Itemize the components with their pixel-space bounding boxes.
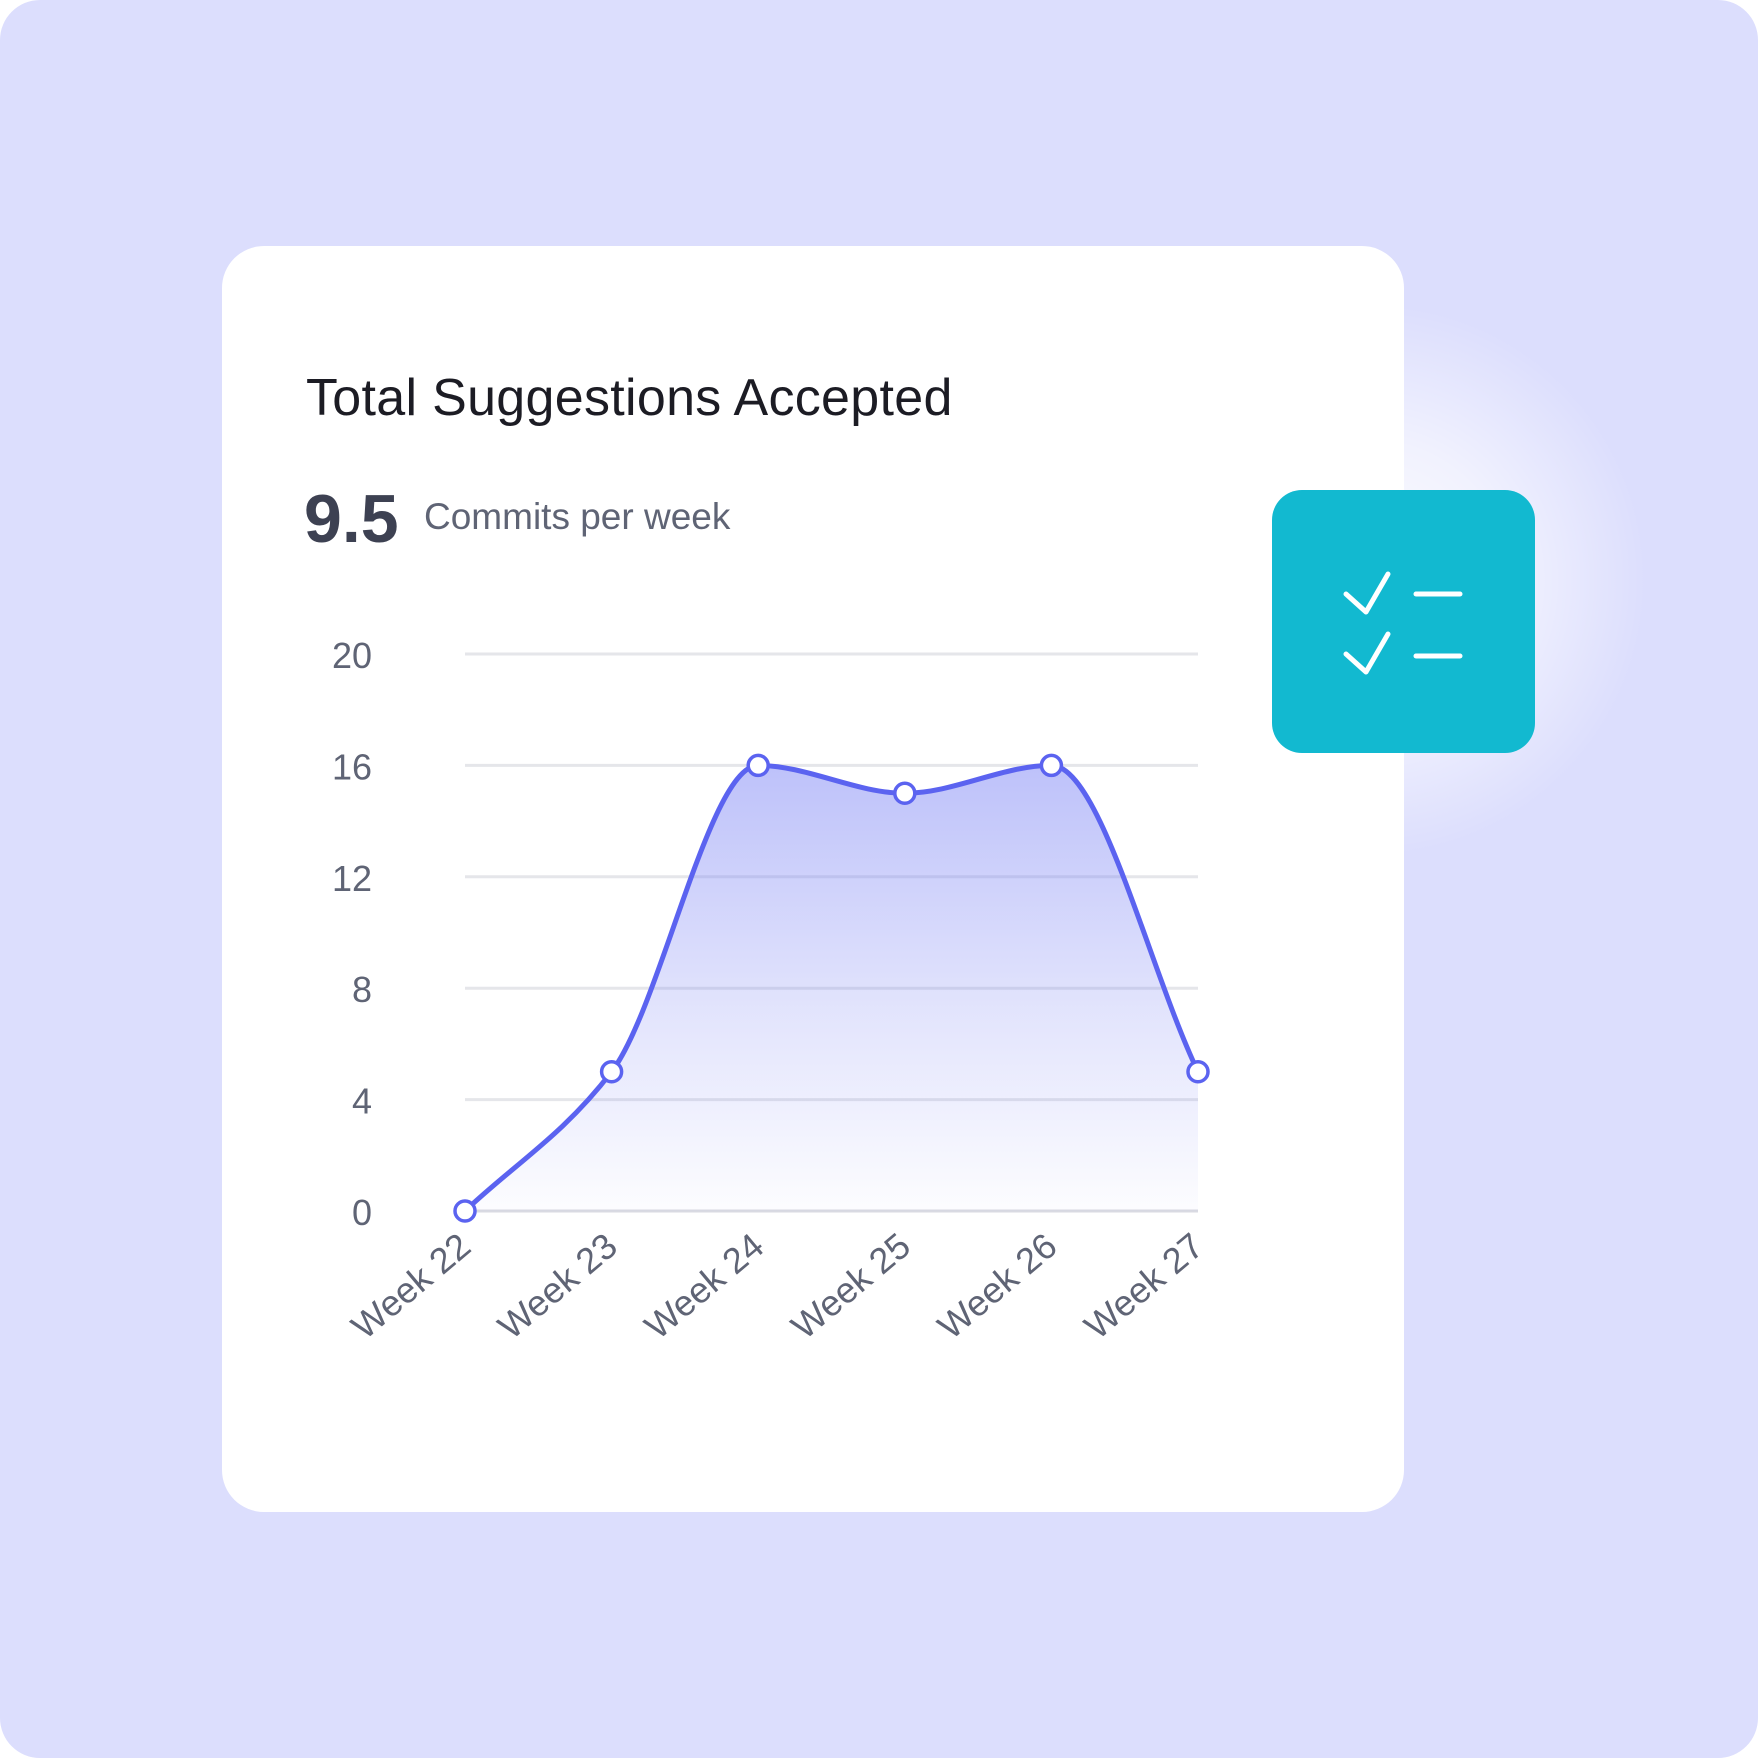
data-point <box>453 1199 477 1223</box>
y-tick-label: 4 <box>352 1081 372 1122</box>
x-tick-label: Week 27 <box>1076 1225 1211 1347</box>
y-tick-label: 12 <box>332 858 372 899</box>
y-tick-label: 0 <box>352 1192 372 1233</box>
y-tick-label: 16 <box>332 746 372 787</box>
data-point <box>746 753 770 778</box>
data-point <box>599 1060 624 1084</box>
checklist-icon <box>1343 571 1463 675</box>
check-mark-2 <box>1343 631 1391 675</box>
series-area <box>465 765 1198 1211</box>
series-line <box>462 762 1201 1214</box>
x-tick-label: Week 23 <box>490 1225 625 1347</box>
checklist-badge <box>1272 490 1535 753</box>
x-tick-label: Week 22 <box>343 1225 478 1347</box>
chart-title: Total Suggestions Accepted <box>306 369 953 427</box>
data-point <box>1186 1060 1210 1084</box>
x-tick-label: Week 26 <box>930 1225 1065 1347</box>
y-tick-label: 20 <box>332 635 372 676</box>
y-tick-label: 8 <box>352 969 372 1010</box>
metric-value: 9.5 <box>304 481 399 557</box>
data-point <box>893 781 917 805</box>
x-tick-label: Week 25 <box>783 1225 918 1347</box>
check-mark-1 <box>1343 571 1391 615</box>
data-point <box>1039 753 1064 778</box>
x-tick-label: Week 24 <box>637 1225 772 1347</box>
metric-label: Commits per week <box>424 496 731 537</box>
